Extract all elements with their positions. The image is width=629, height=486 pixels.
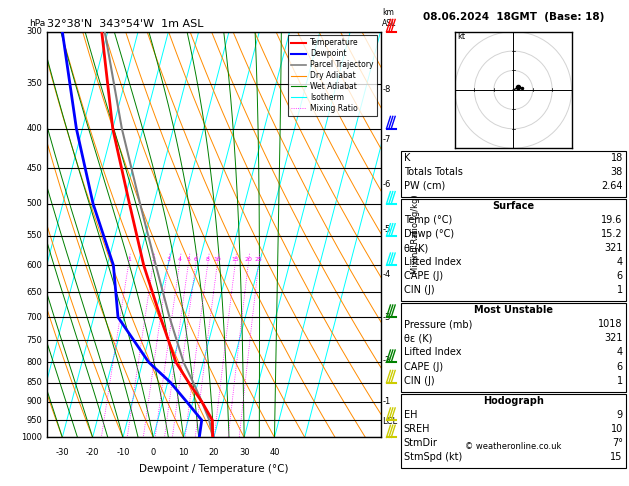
Text: Lifted Index: Lifted Index <box>404 257 461 267</box>
Text: -4: -4 <box>382 270 391 278</box>
Text: -30: -30 <box>55 448 69 456</box>
Text: 8: 8 <box>206 258 210 262</box>
Text: 2.64: 2.64 <box>601 181 623 191</box>
Text: -3: -3 <box>382 313 391 322</box>
Text: CIN (J): CIN (J) <box>404 376 435 386</box>
Text: 40: 40 <box>269 448 280 456</box>
Text: 7°: 7° <box>612 438 623 448</box>
Text: 15: 15 <box>231 258 239 262</box>
Text: 850: 850 <box>26 378 42 387</box>
Text: 900: 900 <box>26 398 42 406</box>
Text: -2: -2 <box>382 356 391 364</box>
Text: 550: 550 <box>26 231 42 241</box>
Text: 700: 700 <box>26 312 42 322</box>
Text: θε(K): θε(K) <box>404 243 429 253</box>
Text: Dewp (°C): Dewp (°C) <box>404 229 454 239</box>
Text: θε (K): θε (K) <box>404 333 432 344</box>
Text: CIN (J): CIN (J) <box>404 285 435 295</box>
Text: hPa: hPa <box>29 18 45 28</box>
Text: Dewpoint / Temperature (°C): Dewpoint / Temperature (°C) <box>139 464 289 474</box>
Text: CAPE (J): CAPE (J) <box>404 362 443 372</box>
Legend: Temperature, Dewpoint, Parcel Trajectory, Dry Adiabat, Wet Adiabat, Isotherm, Mi: Temperature, Dewpoint, Parcel Trajectory… <box>288 35 377 116</box>
Text: 25: 25 <box>255 258 263 262</box>
Text: 950: 950 <box>26 416 42 425</box>
Text: EH: EH <box>404 410 417 420</box>
Text: 0: 0 <box>150 448 156 456</box>
Text: -6: -6 <box>382 180 391 189</box>
Text: 10: 10 <box>178 448 189 456</box>
Text: 20: 20 <box>209 448 219 456</box>
Text: 750: 750 <box>26 336 42 345</box>
Text: 350: 350 <box>26 79 42 88</box>
Text: 300: 300 <box>26 27 42 36</box>
Text: 6: 6 <box>194 258 198 262</box>
Text: Surface: Surface <box>493 201 534 211</box>
Text: 321: 321 <box>604 333 623 344</box>
Text: Hodograph: Hodograph <box>483 396 543 406</box>
Text: Lifted Index: Lifted Index <box>404 347 461 358</box>
Text: -20: -20 <box>86 448 99 456</box>
Text: 08.06.2024  18GMT  (Base: 18): 08.06.2024 18GMT (Base: 18) <box>423 12 604 22</box>
Text: Mixing Ratio (g/kg): Mixing Ratio (g/kg) <box>411 195 420 274</box>
Text: 450: 450 <box>26 164 42 173</box>
Text: -8: -8 <box>382 85 391 94</box>
Text: LCL: LCL <box>382 417 398 426</box>
Text: 30: 30 <box>239 448 250 456</box>
Text: 1: 1 <box>616 285 623 295</box>
Text: StmDir: StmDir <box>404 438 438 448</box>
Text: 10: 10 <box>214 258 221 262</box>
Text: 10: 10 <box>611 424 623 434</box>
Text: Pressure (mb): Pressure (mb) <box>404 319 472 330</box>
Text: 38: 38 <box>611 167 623 177</box>
Text: 4: 4 <box>616 257 623 267</box>
Text: 5: 5 <box>187 258 191 262</box>
Text: 15: 15 <box>610 452 623 462</box>
Text: CAPE (J): CAPE (J) <box>404 271 443 281</box>
Text: 800: 800 <box>26 358 42 367</box>
Text: 1018: 1018 <box>598 319 623 330</box>
Text: -10: -10 <box>116 448 130 456</box>
Text: 9: 9 <box>616 410 623 420</box>
Text: 600: 600 <box>26 260 42 270</box>
Text: K: K <box>404 153 410 163</box>
Text: -1: -1 <box>382 397 391 406</box>
Text: 18: 18 <box>611 153 623 163</box>
Text: 6: 6 <box>616 362 623 372</box>
Text: © weatheronline.co.uk: © weatheronline.co.uk <box>465 442 562 451</box>
Text: 1: 1 <box>616 376 623 386</box>
Text: Totals Totals: Totals Totals <box>404 167 463 177</box>
Text: -7: -7 <box>382 135 391 144</box>
Text: 1000: 1000 <box>21 433 42 442</box>
Text: kt: kt <box>457 33 465 41</box>
Text: PW (cm): PW (cm) <box>404 181 445 191</box>
Text: 1: 1 <box>127 258 131 262</box>
Text: 321: 321 <box>604 243 623 253</box>
Text: 15.2: 15.2 <box>601 229 623 239</box>
Text: 20: 20 <box>245 258 252 262</box>
Text: 6: 6 <box>616 271 623 281</box>
Text: StmSpd (kt): StmSpd (kt) <box>404 452 462 462</box>
Text: 19.6: 19.6 <box>601 215 623 225</box>
Text: 4: 4 <box>616 347 623 358</box>
Text: Temp (°C): Temp (°C) <box>404 215 452 225</box>
Text: km
ASL: km ASL <box>382 8 396 28</box>
Text: 3: 3 <box>167 258 170 262</box>
Text: 32°38'N  343°54'W  1m ASL: 32°38'N 343°54'W 1m ASL <box>47 19 204 30</box>
Text: SREH: SREH <box>404 424 430 434</box>
Text: 500: 500 <box>26 199 42 208</box>
Text: 4: 4 <box>177 258 182 262</box>
Text: -5: -5 <box>382 225 391 234</box>
Text: 2: 2 <box>152 258 155 262</box>
Text: Most Unstable: Most Unstable <box>474 305 553 315</box>
Text: 400: 400 <box>26 124 42 133</box>
Text: 650: 650 <box>26 288 42 296</box>
